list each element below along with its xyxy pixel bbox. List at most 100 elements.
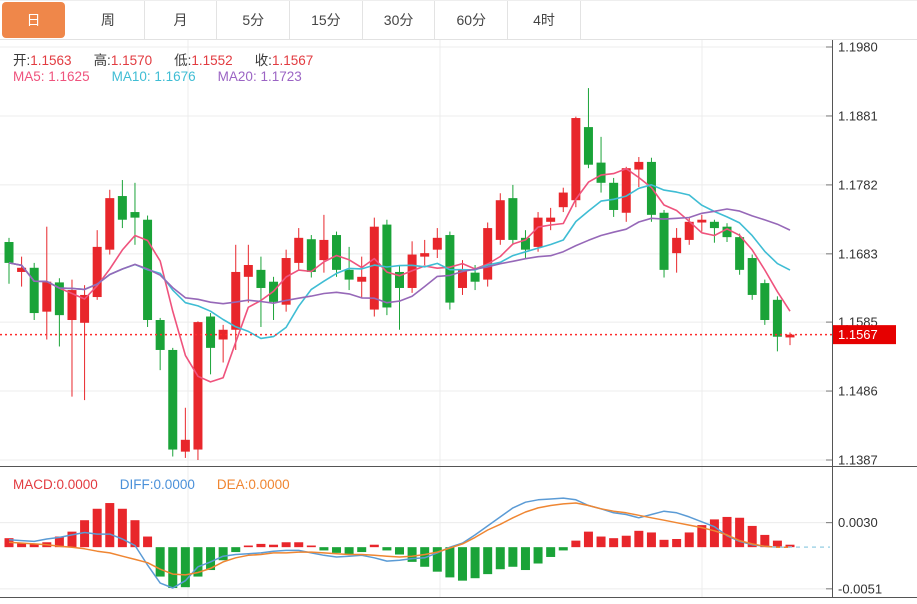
candle-body	[369, 226, 379, 310]
macd-bar	[634, 530, 644, 548]
candle-body	[168, 349, 178, 450]
ma5-line	[8, 167, 791, 383]
macd-bar	[92, 508, 102, 548]
candle-body	[54, 282, 64, 316]
macd-bar	[130, 520, 140, 548]
price-axis-label: 1.1782	[838, 177, 878, 192]
candle-body	[231, 271, 241, 330]
macd-bar	[533, 547, 543, 564]
tab-5min[interactable]: 5分	[217, 1, 291, 39]
candle-body	[105, 198, 115, 250]
macd-bar	[722, 516, 732, 548]
candle-body	[382, 224, 392, 308]
dea-value: 0.0000	[248, 477, 290, 492]
candle-body	[67, 290, 77, 321]
macd-bar	[470, 547, 480, 579]
macd-bar	[583, 531, 593, 548]
close-value: 1.1567	[271, 53, 314, 68]
ma-legend: MA5: 1.1625 MA10: 1.1676 MA20: 1.1723	[13, 69, 324, 84]
candle-body	[206, 316, 216, 348]
candle-body	[218, 329, 228, 340]
candle-body	[281, 258, 291, 305]
macd-bar	[218, 547, 228, 561]
macd-bar	[206, 547, 216, 571]
candle-body	[546, 217, 556, 222]
tab-15min[interactable]: 15分	[290, 1, 363, 39]
ma10-group: MA10: 1.1676	[112, 69, 196, 84]
tab-4hour[interactable]: 4时	[508, 1, 581, 39]
ma20-line	[8, 208, 791, 305]
candle-body	[344, 269, 354, 280]
last-price-badge	[833, 325, 896, 345]
candle-body	[29, 267, 39, 314]
candle-body	[571, 118, 581, 201]
macd-bar	[319, 547, 329, 551]
macd-label: MACD:	[13, 477, 57, 492]
tab-month[interactable]: 月	[145, 1, 218, 39]
macd-bar	[709, 519, 719, 548]
candle-body	[735, 237, 745, 270]
macd-bar	[54, 536, 64, 548]
price-axis-label: 1.1980	[838, 40, 878, 55]
macd-bar	[747, 525, 757, 548]
candle-body	[470, 272, 480, 282]
candle-body	[130, 212, 140, 218]
dea-label: DEA:	[216, 477, 249, 492]
macd-bar	[760, 534, 770, 548]
macd-bar	[29, 543, 39, 548]
price-axis-label: 1.1387	[838, 453, 878, 468]
candle-body	[533, 217, 543, 247]
candle-body	[243, 264, 253, 277]
diff-group: DIFF:0.0000	[120, 477, 195, 492]
macd-bar	[180, 547, 190, 588]
macd-bar	[785, 544, 795, 548]
candle-body	[193, 322, 203, 450]
candle-body	[332, 235, 342, 270]
ma10-label: MA10:	[111, 69, 151, 84]
macd-bar	[332, 547, 342, 553]
candle-body	[306, 239, 316, 272]
candle-body	[294, 237, 304, 263]
close-label: 收:	[254, 53, 272, 68]
tab-day[interactable]: 日	[2, 2, 65, 38]
macd-bar	[344, 547, 354, 555]
tab-60min[interactable]: 60分	[435, 1, 509, 39]
tab-30min[interactable]: 30分	[363, 1, 436, 39]
macd-bar	[294, 542, 304, 548]
diff-value: 0.0000	[153, 477, 195, 492]
candle-body	[319, 239, 329, 261]
candle-body	[747, 258, 757, 295]
dea-line	[8, 502, 790, 576]
macd-bar	[457, 547, 467, 581]
macd-bar	[243, 545, 253, 548]
candle-body	[508, 198, 518, 240]
macd-bar	[67, 531, 77, 548]
tab-week[interactable]: 周	[72, 1, 145, 39]
candle-body	[722, 226, 732, 238]
high-group: 高:1.1570	[94, 49, 153, 69]
candle-body	[420, 253, 430, 257]
candle-body	[432, 237, 442, 250]
candle-body	[697, 219, 707, 223]
candle-body	[395, 271, 404, 288]
candle-body	[634, 161, 644, 170]
macd-bar	[495, 547, 505, 570]
macd-bar	[546, 547, 556, 557]
candle-body	[117, 196, 127, 220]
low-group: 低:1.1552	[174, 49, 233, 69]
macd-bar	[697, 525, 707, 548]
candle-body	[42, 281, 52, 312]
candle-body	[583, 127, 593, 165]
candle-body	[596, 162, 606, 183]
candle-body	[92, 246, 102, 298]
candle-body	[709, 221, 719, 229]
macd-bar	[659, 539, 669, 548]
candle-body	[785, 334, 795, 338]
macd-bar	[445, 547, 455, 578]
ma5-value: 1.1625	[48, 69, 90, 84]
macd-bar	[772, 540, 782, 548]
candle-body	[609, 182, 619, 210]
macd-bar	[735, 517, 745, 548]
